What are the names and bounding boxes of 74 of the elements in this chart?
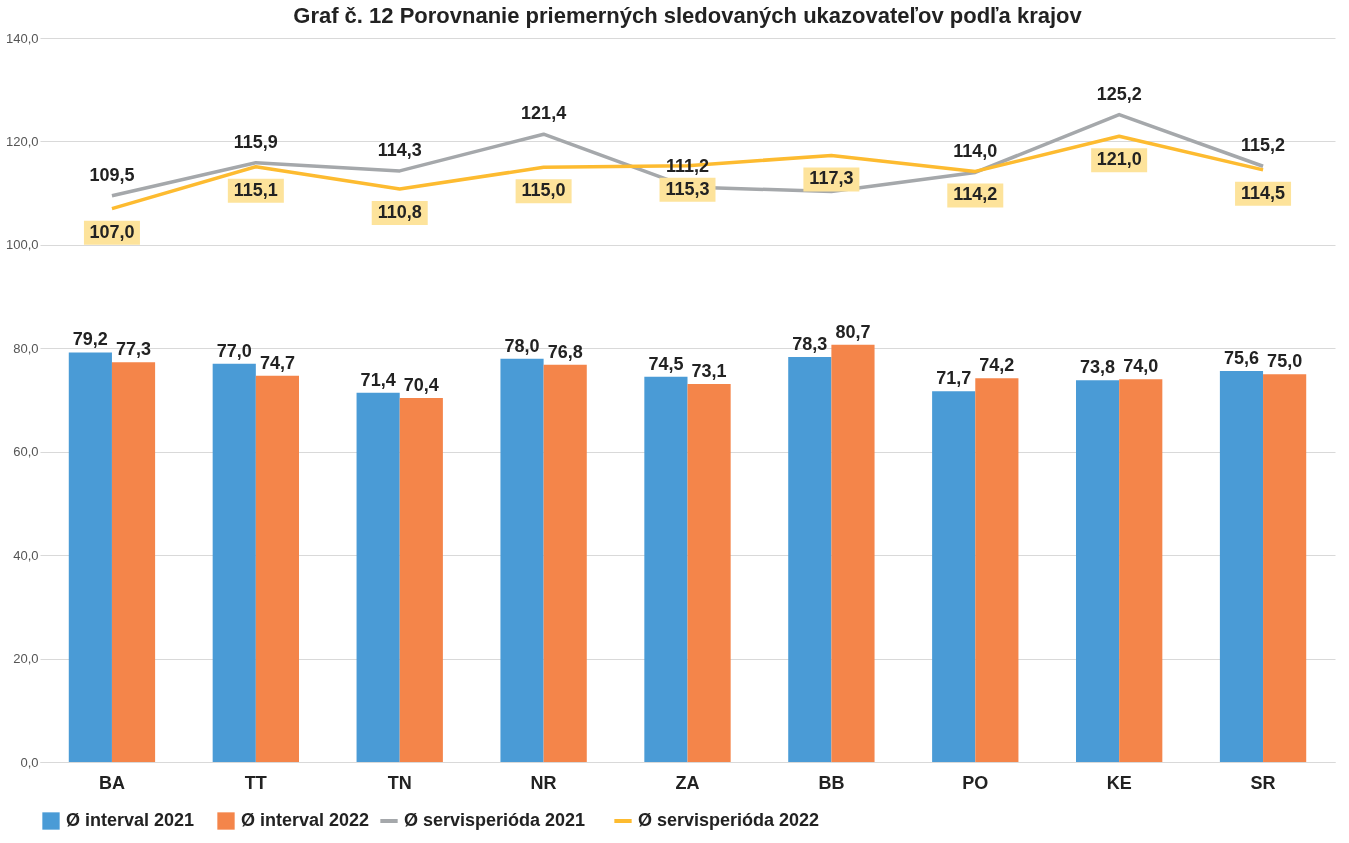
bar [788,357,832,762]
y-tick-label: 0,0 [20,754,39,770]
chart-title: Graf č. 12 Porovnanie priemerných sledovaných ukazovateľov podľa krajov [293,3,1083,28]
bar [500,358,544,762]
data-label: 115,2 [1241,135,1286,156]
data-label: 107,0 [89,221,135,242]
bar [399,397,443,762]
data-label: 121,0 [1096,149,1142,170]
data-label: 70,4 [403,374,439,395]
data-label: 110,8 [377,202,422,223]
bar [1263,374,1307,762]
data-label: 114,3 [377,139,422,160]
data-label: 125,2 [1096,83,1142,104]
x-tick-label: TN [387,772,412,793]
y-tick-label: 40,0 [13,547,39,563]
x-tick-label: BB [818,772,845,793]
data-label: 76,8 [547,341,583,362]
data-label: 75,0 [1267,351,1303,372]
x-tick-label: BA [98,772,125,793]
y-tick-label: 80,0 [13,340,39,356]
y-tick-label: 140,0 [5,30,39,46]
y-tick-label: 60,0 [13,444,39,460]
legend-label: Ø interval 2022 [241,810,370,830]
data-label: 74,2 [979,355,1015,376]
bar [644,376,688,762]
bar [1119,379,1163,762]
data-label: 117,3 [809,168,854,189]
data-label: 115,3 [665,178,710,199]
bar [1219,371,1264,762]
bar [687,383,731,762]
x-tick-label: TT [244,772,267,793]
data-label: 73,8 [1080,357,1116,378]
data-label: 71,4 [360,369,396,390]
data-label: 78,3 [792,334,828,355]
bar [68,352,112,762]
data-label: 121,4 [521,103,567,124]
bar [255,375,299,762]
data-label: 77,3 [116,339,152,360]
legend-label: Ø servisperióda 2022 [638,810,820,830]
data-label: 115,0 [521,180,566,201]
bar [111,362,156,762]
x-tick-label: SR [1250,772,1276,793]
data-label: 73,1 [691,360,727,381]
y-tick-label: 120,0 [5,133,39,149]
bar [212,363,256,762]
bar [975,378,1019,762]
x-tick-label: KE [1106,772,1132,793]
data-label: 80,7 [835,321,871,342]
x-tick-label: PO [962,772,989,793]
y-tick-label: 20,0 [13,651,39,667]
data-label: 114,5 [1241,182,1286,203]
data-label: 79,2 [72,329,108,350]
data-label: 77,0 [216,340,252,361]
y-tick-label: 100,0 [5,237,39,253]
bar [1076,380,1120,762]
data-label: 115,1 [233,179,278,200]
x-tick-label: ZA [675,772,700,793]
data-label: 71,7 [936,368,972,389]
x-tick-label: NR [530,772,557,793]
bar [543,364,587,762]
data-label: 114,2 [953,184,998,205]
data-label: 74,7 [259,352,295,373]
data-label: 75,6 [1223,348,1259,369]
bar [356,392,400,762]
data-label: 115,9 [233,131,278,152]
data-label: 74,0 [1123,356,1159,377]
data-label: 78,0 [504,335,540,356]
data-label: 74,5 [648,353,684,374]
data-label: 114,0 [953,141,998,162]
bar [932,391,976,762]
bar [831,344,875,762]
data-label: 109,5 [89,164,135,185]
legend-label: Ø interval 2021 [66,810,195,830]
legend-label: Ø servisperióda 2021 [404,810,586,830]
